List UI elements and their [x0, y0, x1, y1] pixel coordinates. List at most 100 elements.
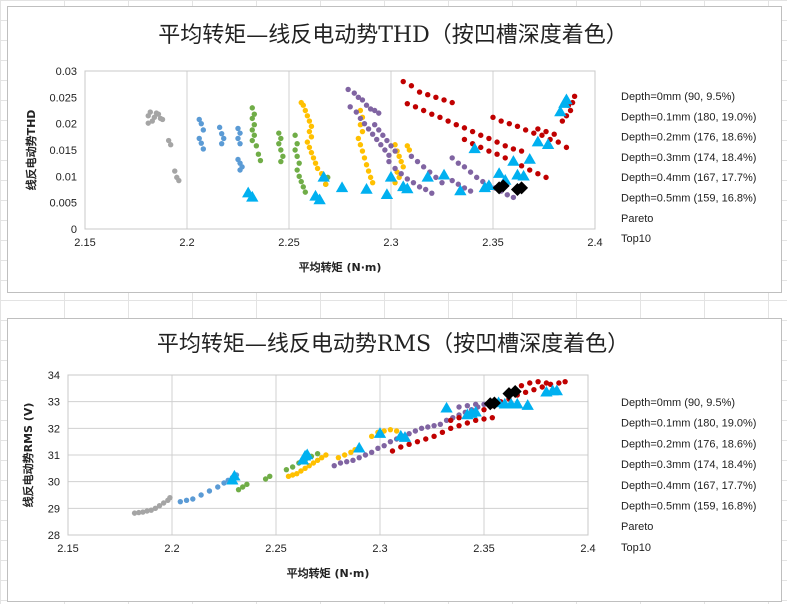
data-point [296, 173, 302, 180]
data-point [378, 142, 384, 148]
legend-entry: Depth=0mm (90, 9.5%) [621, 397, 735, 409]
data-point [289, 472, 296, 478]
x-tick-label: 2.2 [179, 237, 194, 249]
data-point [292, 132, 298, 138]
data-point [323, 181, 329, 187]
legend-entry: Depth=0.3mm (174, 18.4%) [621, 459, 756, 471]
legend-entry: Pareto [621, 213, 653, 225]
data-point [437, 168, 451, 180]
data-point [221, 480, 227, 486]
data-point [478, 144, 484, 151]
data-point [280, 153, 286, 160]
data-point [456, 414, 462, 421]
data-point [235, 135, 241, 142]
chart-title: 平均转矩—线反电动势RMS（按凹槽深度着色） [157, 332, 629, 357]
data-point [431, 433, 437, 440]
y-tick-label: 0.03 [56, 66, 77, 78]
data-point [502, 143, 508, 149]
data-point [461, 164, 468, 170]
data-point [550, 384, 563, 396]
data-point [563, 144, 570, 151]
chart-thd-panel[interactable]: 平均转矩—线反电动势THD（按凹槽深度着色） 2.15 2.2 2.25 2.3 2.3… [7, 6, 782, 293]
legend: Depth=0mm (90, 9.5%) Depth=0.1mm (180, 19… [621, 397, 756, 554]
data-point [235, 486, 242, 493]
data-point [216, 124, 223, 131]
data-point [237, 130, 243, 136]
data-point [302, 107, 309, 114]
data-point [294, 140, 300, 147]
data-point [244, 481, 250, 488]
data-point [396, 153, 402, 160]
data-point [517, 169, 530, 181]
data-point [380, 188, 394, 199]
data-point [464, 402, 471, 409]
data-point [421, 170, 434, 182]
data-point [323, 452, 329, 458]
y-tick-label: 0 [71, 224, 77, 236]
legend-entry: Depth=0.2mm (176, 18.6%) [621, 132, 756, 144]
data-point [472, 417, 479, 424]
data-point [341, 452, 348, 458]
data-point [314, 457, 321, 464]
data-point [249, 137, 255, 144]
series-top10 [492, 179, 529, 196]
data-point [429, 190, 435, 196]
data-point [278, 135, 284, 142]
data-point [425, 424, 431, 430]
data-point [456, 422, 462, 429]
plot-area [84, 70, 596, 230]
data-point [555, 139, 561, 145]
data-point [408, 153, 415, 160]
data-point [359, 148, 366, 154]
chart-rms-panel[interactable]: 平均转矩—线反电动势RMS（按凹槽深度着色） 2.15 2.2 2.25 2.3 2.3… [7, 318, 782, 602]
data-point [496, 179, 510, 193]
data-point [357, 107, 364, 114]
data-point [136, 509, 142, 516]
data-point [353, 109, 360, 115]
data-point [410, 179, 417, 186]
x-tick-label: 2.15 [74, 237, 95, 249]
data-point [556, 380, 562, 386]
data-point [347, 104, 353, 110]
data-point [422, 186, 429, 193]
data-point [246, 190, 259, 202]
data-point [384, 170, 398, 182]
data-point [155, 111, 162, 117]
data-point [404, 143, 411, 149]
data-point [262, 476, 269, 482]
data-point [392, 142, 398, 148]
data-point [518, 148, 525, 154]
x-axis-label: 平均转矩 (N·m) [287, 566, 370, 580]
data-point [306, 144, 313, 151]
data-point [276, 140, 282, 147]
x-tick-label: 2.35 [473, 543, 494, 555]
data-point [543, 380, 550, 386]
legend-entry: Depth=0mm (90, 9.5%) [621, 91, 735, 103]
data-point [440, 401, 453, 413]
data-point [398, 171, 404, 177]
data-point [235, 125, 241, 132]
data-point [331, 462, 337, 469]
data-point [357, 122, 364, 128]
data-point [531, 130, 537, 136]
data-point [539, 132, 545, 138]
y-tick-label: 33 [48, 397, 60, 409]
legend-entry: Depth=0.1mm (180, 19.0%) [621, 418, 756, 430]
x-axis-label: 平均转矩 (N·m) [299, 260, 382, 274]
data-point [249, 127, 255, 133]
y-tick-label: 29 [48, 503, 60, 515]
data-point [448, 417, 454, 424]
data-point [535, 126, 541, 132]
data-point [350, 457, 356, 464]
data-point [473, 174, 480, 181]
data-point [359, 97, 366, 103]
y-tick-label: 28 [48, 530, 60, 542]
data-point [416, 184, 423, 190]
data-point [401, 182, 414, 194]
data-point [406, 430, 412, 437]
data-point [392, 165, 398, 172]
data-point [131, 510, 138, 516]
x-tick-label: 2.35 [482, 237, 503, 249]
y-tick-label: 34 [48, 370, 60, 382]
y-tick-label: 30 [48, 477, 60, 489]
